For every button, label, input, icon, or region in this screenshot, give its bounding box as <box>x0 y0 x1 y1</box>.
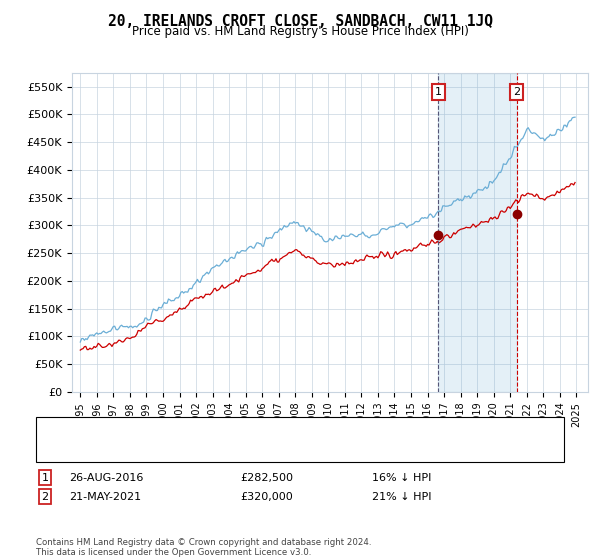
Text: 16% ↓ HPI: 16% ↓ HPI <box>372 473 431 483</box>
Text: 1: 1 <box>41 473 49 483</box>
Text: 2: 2 <box>513 87 520 97</box>
Text: 21% ↓ HPI: 21% ↓ HPI <box>372 492 431 502</box>
Text: 2: 2 <box>41 492 49 502</box>
Text: 20, IRELANDS CROFT CLOSE, SANDBACH, CW11 1JQ: 20, IRELANDS CROFT CLOSE, SANDBACH, CW11… <box>107 14 493 29</box>
Text: 20, IRELANDS CROFT CLOSE, SANDBACH, CW11 1JQ (detached house): 20, IRELANDS CROFT CLOSE, SANDBACH, CW11… <box>81 421 448 431</box>
Bar <box>439 73 517 392</box>
Text: £320,000: £320,000 <box>240 492 293 502</box>
Text: ─────: ───── <box>45 419 83 432</box>
Text: 26-AUG-2016: 26-AUG-2016 <box>69 473 143 483</box>
Text: Contains HM Land Registry data © Crown copyright and database right 2024.
This d: Contains HM Land Registry data © Crown c… <box>36 538 371 557</box>
Text: £282,500: £282,500 <box>240 473 293 483</box>
Text: HPI: Average price, detached house, Cheshire East: HPI: Average price, detached house, Ches… <box>81 443 346 453</box>
Text: Price paid vs. HM Land Registry's House Price Index (HPI): Price paid vs. HM Land Registry's House … <box>131 25 469 38</box>
Text: ─────: ───── <box>45 441 83 455</box>
Text: 1: 1 <box>435 87 442 97</box>
Text: 21-MAY-2021: 21-MAY-2021 <box>69 492 141 502</box>
